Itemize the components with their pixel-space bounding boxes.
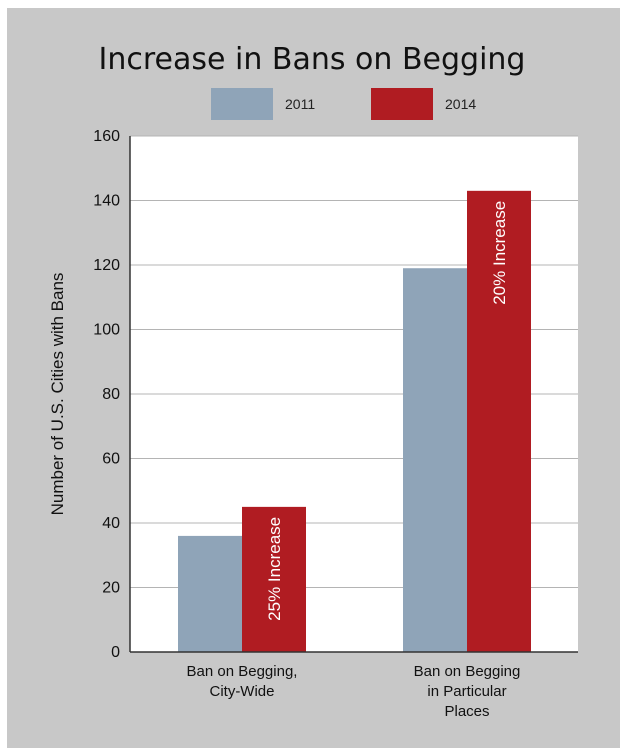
legend-swatch-2014 [371, 88, 433, 120]
bar-2011-1 [178, 535, 242, 652]
legend-swatch-2011 [211, 88, 273, 120]
bar-2011-2 [403, 268, 467, 652]
y-tick-label-20: 20 [102, 580, 120, 597]
y-tick-label-100: 100 [93, 322, 120, 339]
y-tick-label-140: 140 [93, 193, 120, 210]
chart-title: Increase in Bans on Begging [98, 42, 526, 77]
legend-label-2011: 2011 [285, 96, 316, 112]
bar-2014-2 [467, 190, 531, 652]
y-tick-label-80: 80 [102, 386, 120, 403]
annotation-label-2: 20% Increase [490, 201, 509, 305]
x-category-label-2: Ban on Begging in Particular Places [414, 663, 521, 720]
bar-2014-1 [242, 506, 306, 652]
y-tick-label-60: 60 [102, 451, 120, 468]
y-tick-label-120: 120 [93, 257, 120, 274]
y-tick-label-0: 0 [111, 644, 120, 661]
y-axis-title: Number of U.S. Cities with Bans [48, 273, 67, 516]
legend-label-2014: 2014 [445, 96, 477, 112]
y-tick-label-40: 40 [102, 515, 120, 532]
y-tick-label-160: 160 [93, 128, 120, 145]
x-category-label-1: Ban on Begging, City-Wide [187, 663, 298, 700]
annotation-label-1: 25% Increase [265, 517, 284, 621]
